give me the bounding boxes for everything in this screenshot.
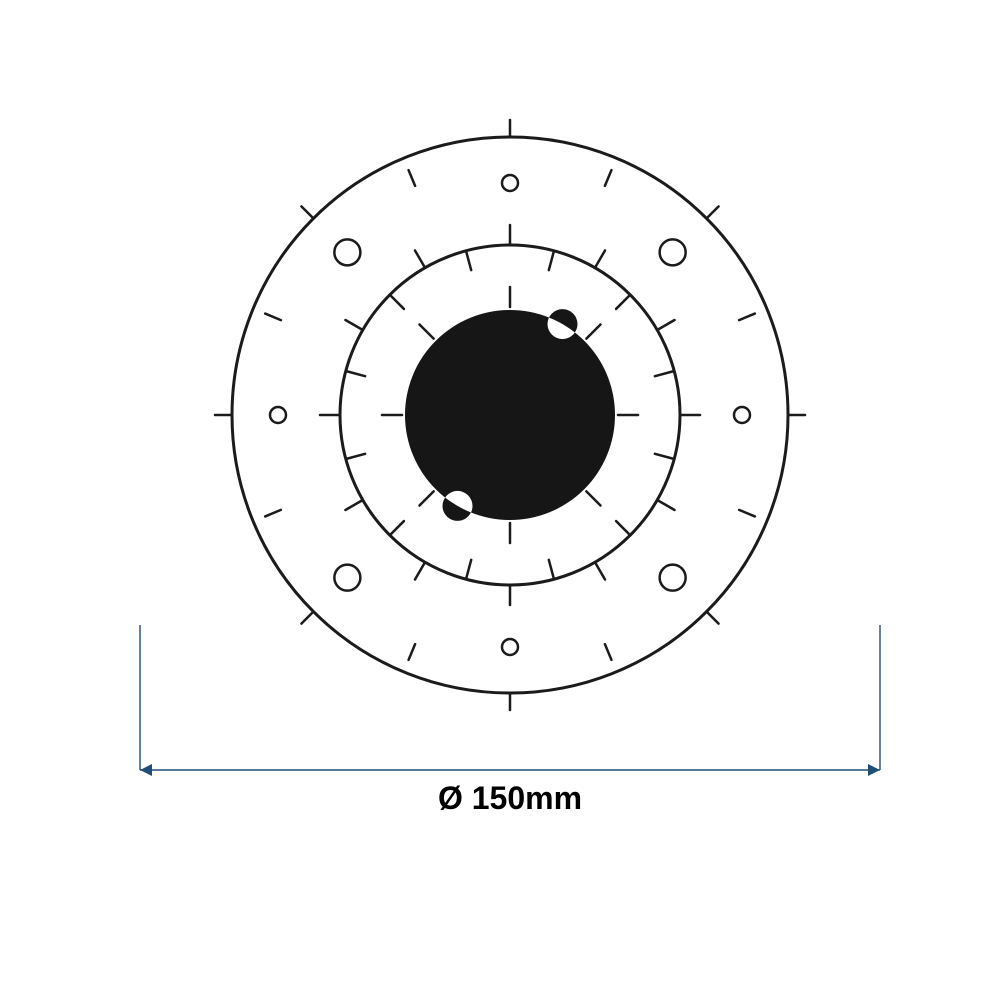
drawing-svg	[0, 0, 1000, 1000]
technical-drawing: Ø 150mm	[0, 0, 1000, 1000]
dimension-label: Ø 150mm	[410, 780, 610, 817]
